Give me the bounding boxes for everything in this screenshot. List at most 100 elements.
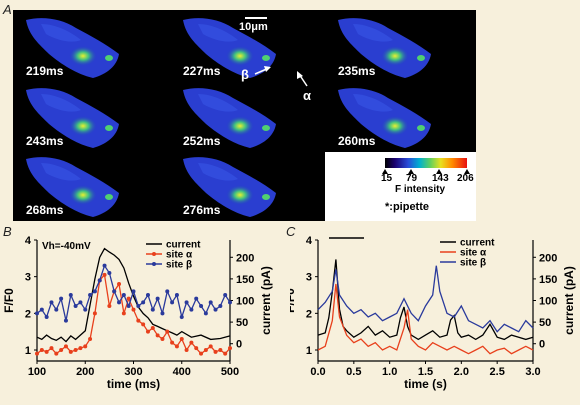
series-point bbox=[83, 307, 88, 312]
series-point bbox=[35, 311, 39, 316]
series-point bbox=[213, 307, 218, 312]
x-tick-label: 200 bbox=[76, 366, 94, 378]
series-point bbox=[68, 293, 73, 297]
pipette-marker: * bbox=[114, 39, 122, 59]
frame-time-label: 235ms bbox=[338, 64, 376, 78]
frame-time-label: 252ms bbox=[183, 134, 221, 148]
series-point bbox=[54, 307, 59, 312]
series-point bbox=[223, 351, 228, 356]
y-left-tick-label: 1 bbox=[25, 345, 31, 357]
y-right-axis-label: current (pA) bbox=[562, 266, 576, 335]
series-point bbox=[199, 304, 204, 308]
y-left-axis-label: F/F0 bbox=[290, 288, 297, 313]
y-right-tick-label: 50 bbox=[236, 317, 248, 329]
frame-tile: 235ms bbox=[333, 14, 433, 82]
x-tick-label: 2.0 bbox=[454, 366, 469, 378]
series-point bbox=[141, 322, 146, 327]
series-point bbox=[97, 278, 102, 283]
frame-tile: 260ms bbox=[333, 84, 433, 152]
site-arrows bbox=[254, 66, 308, 87]
colorbar-tick-label: 15 bbox=[381, 173, 393, 184]
frame-tile: 276ms bbox=[178, 153, 278, 221]
y-right-tick-label: 0 bbox=[236, 339, 242, 351]
series-point bbox=[117, 300, 122, 305]
series-point bbox=[121, 311, 126, 316]
series-point bbox=[131, 289, 136, 294]
y-right-tick-label: 150 bbox=[236, 274, 254, 286]
y-right-tick-label: 0 bbox=[539, 339, 545, 351]
series-point bbox=[203, 348, 208, 352]
panel-letter-c: C bbox=[286, 224, 296, 239]
site-alpha-label: α bbox=[303, 88, 311, 103]
chart-b: Vh=-40mV 100 200 300 400 500 1 2 3 4 0 50 100 150 200… bbox=[2, 235, 273, 391]
x-tick-label: 400 bbox=[173, 366, 191, 378]
series-point bbox=[78, 300, 83, 305]
y-left-tick-label: 2 bbox=[25, 308, 31, 320]
series-point bbox=[141, 300, 146, 305]
y-right-tick-label: 150 bbox=[539, 274, 557, 286]
series-point bbox=[73, 304, 78, 308]
arrowhead-beta bbox=[264, 66, 271, 72]
legend-label: current bbox=[460, 238, 495, 249]
colorbar-tick bbox=[436, 169, 442, 174]
series-point bbox=[189, 340, 194, 345]
series-point bbox=[92, 289, 97, 294]
series-point bbox=[126, 296, 131, 301]
series-point bbox=[83, 344, 88, 349]
y-left-tick-label: 3 bbox=[306, 272, 312, 284]
series-point bbox=[39, 307, 44, 312]
chart-b-annotation: Vh=-40mV bbox=[42, 241, 91, 252]
series-point bbox=[160, 311, 165, 316]
series-point bbox=[165, 329, 170, 334]
series-point bbox=[150, 307, 155, 312]
series-point bbox=[203, 311, 208, 316]
series-point bbox=[131, 307, 136, 312]
series-point bbox=[73, 348, 78, 352]
series-point bbox=[88, 337, 93, 341]
colorbar-title: F intensity bbox=[395, 184, 446, 195]
legend-marker bbox=[152, 252, 156, 256]
series-point bbox=[174, 293, 179, 297]
series-point bbox=[208, 300, 213, 305]
y-right-tick-label: 50 bbox=[539, 317, 551, 329]
x-axis-label: time (ms) bbox=[107, 377, 160, 391]
series-point bbox=[189, 307, 194, 312]
y-left-axis-label: F/F0 bbox=[2, 288, 16, 313]
colorbar-tick bbox=[464, 169, 470, 174]
y-left-tick-label: 4 bbox=[25, 235, 32, 247]
series-point bbox=[39, 348, 44, 352]
panel-letter-a: A bbox=[3, 2, 12, 17]
series-point bbox=[107, 304, 112, 308]
x-tick-label: 3.0 bbox=[525, 366, 540, 378]
series-point bbox=[68, 349, 73, 354]
series-point bbox=[35, 351, 39, 356]
series-point bbox=[155, 333, 160, 338]
series-point bbox=[165, 289, 170, 294]
frame-time-label: 243ms bbox=[26, 134, 64, 148]
arrowhead-alpha bbox=[297, 71, 303, 79]
chart-c-marks: 0.0 0.5 1.0 1.5 2.0 2.5 3.0 1 2 3 4 0 50 100 150 200 tim… bbox=[290, 235, 576, 391]
frame-time-label: 219ms bbox=[26, 64, 64, 78]
y-right-tick-label: 200 bbox=[539, 252, 557, 264]
series-point bbox=[199, 351, 204, 356]
legend-label: site α bbox=[166, 250, 193, 261]
series-point bbox=[213, 349, 218, 354]
series-point bbox=[112, 289, 117, 294]
series-point bbox=[92, 311, 97, 316]
legend-label: site α bbox=[460, 248, 487, 259]
series-line-current bbox=[36, 247, 231, 343]
series-point bbox=[145, 329, 150, 334]
y-right-axis-label: current (pA) bbox=[259, 266, 273, 335]
series-point bbox=[126, 304, 131, 308]
x-tick-label: 300 bbox=[124, 366, 142, 378]
x-tick-label: 500 bbox=[221, 366, 239, 378]
series-point bbox=[170, 340, 175, 345]
series-point bbox=[136, 318, 141, 323]
image-montage: 219ms 227ms 235ms 243ms 252ms 260ms 268m… bbox=[13, 10, 476, 221]
series-point bbox=[184, 300, 189, 305]
legend-label: site β bbox=[460, 258, 486, 269]
series-point bbox=[44, 315, 49, 319]
series-point bbox=[145, 293, 150, 297]
series-point bbox=[117, 282, 122, 286]
